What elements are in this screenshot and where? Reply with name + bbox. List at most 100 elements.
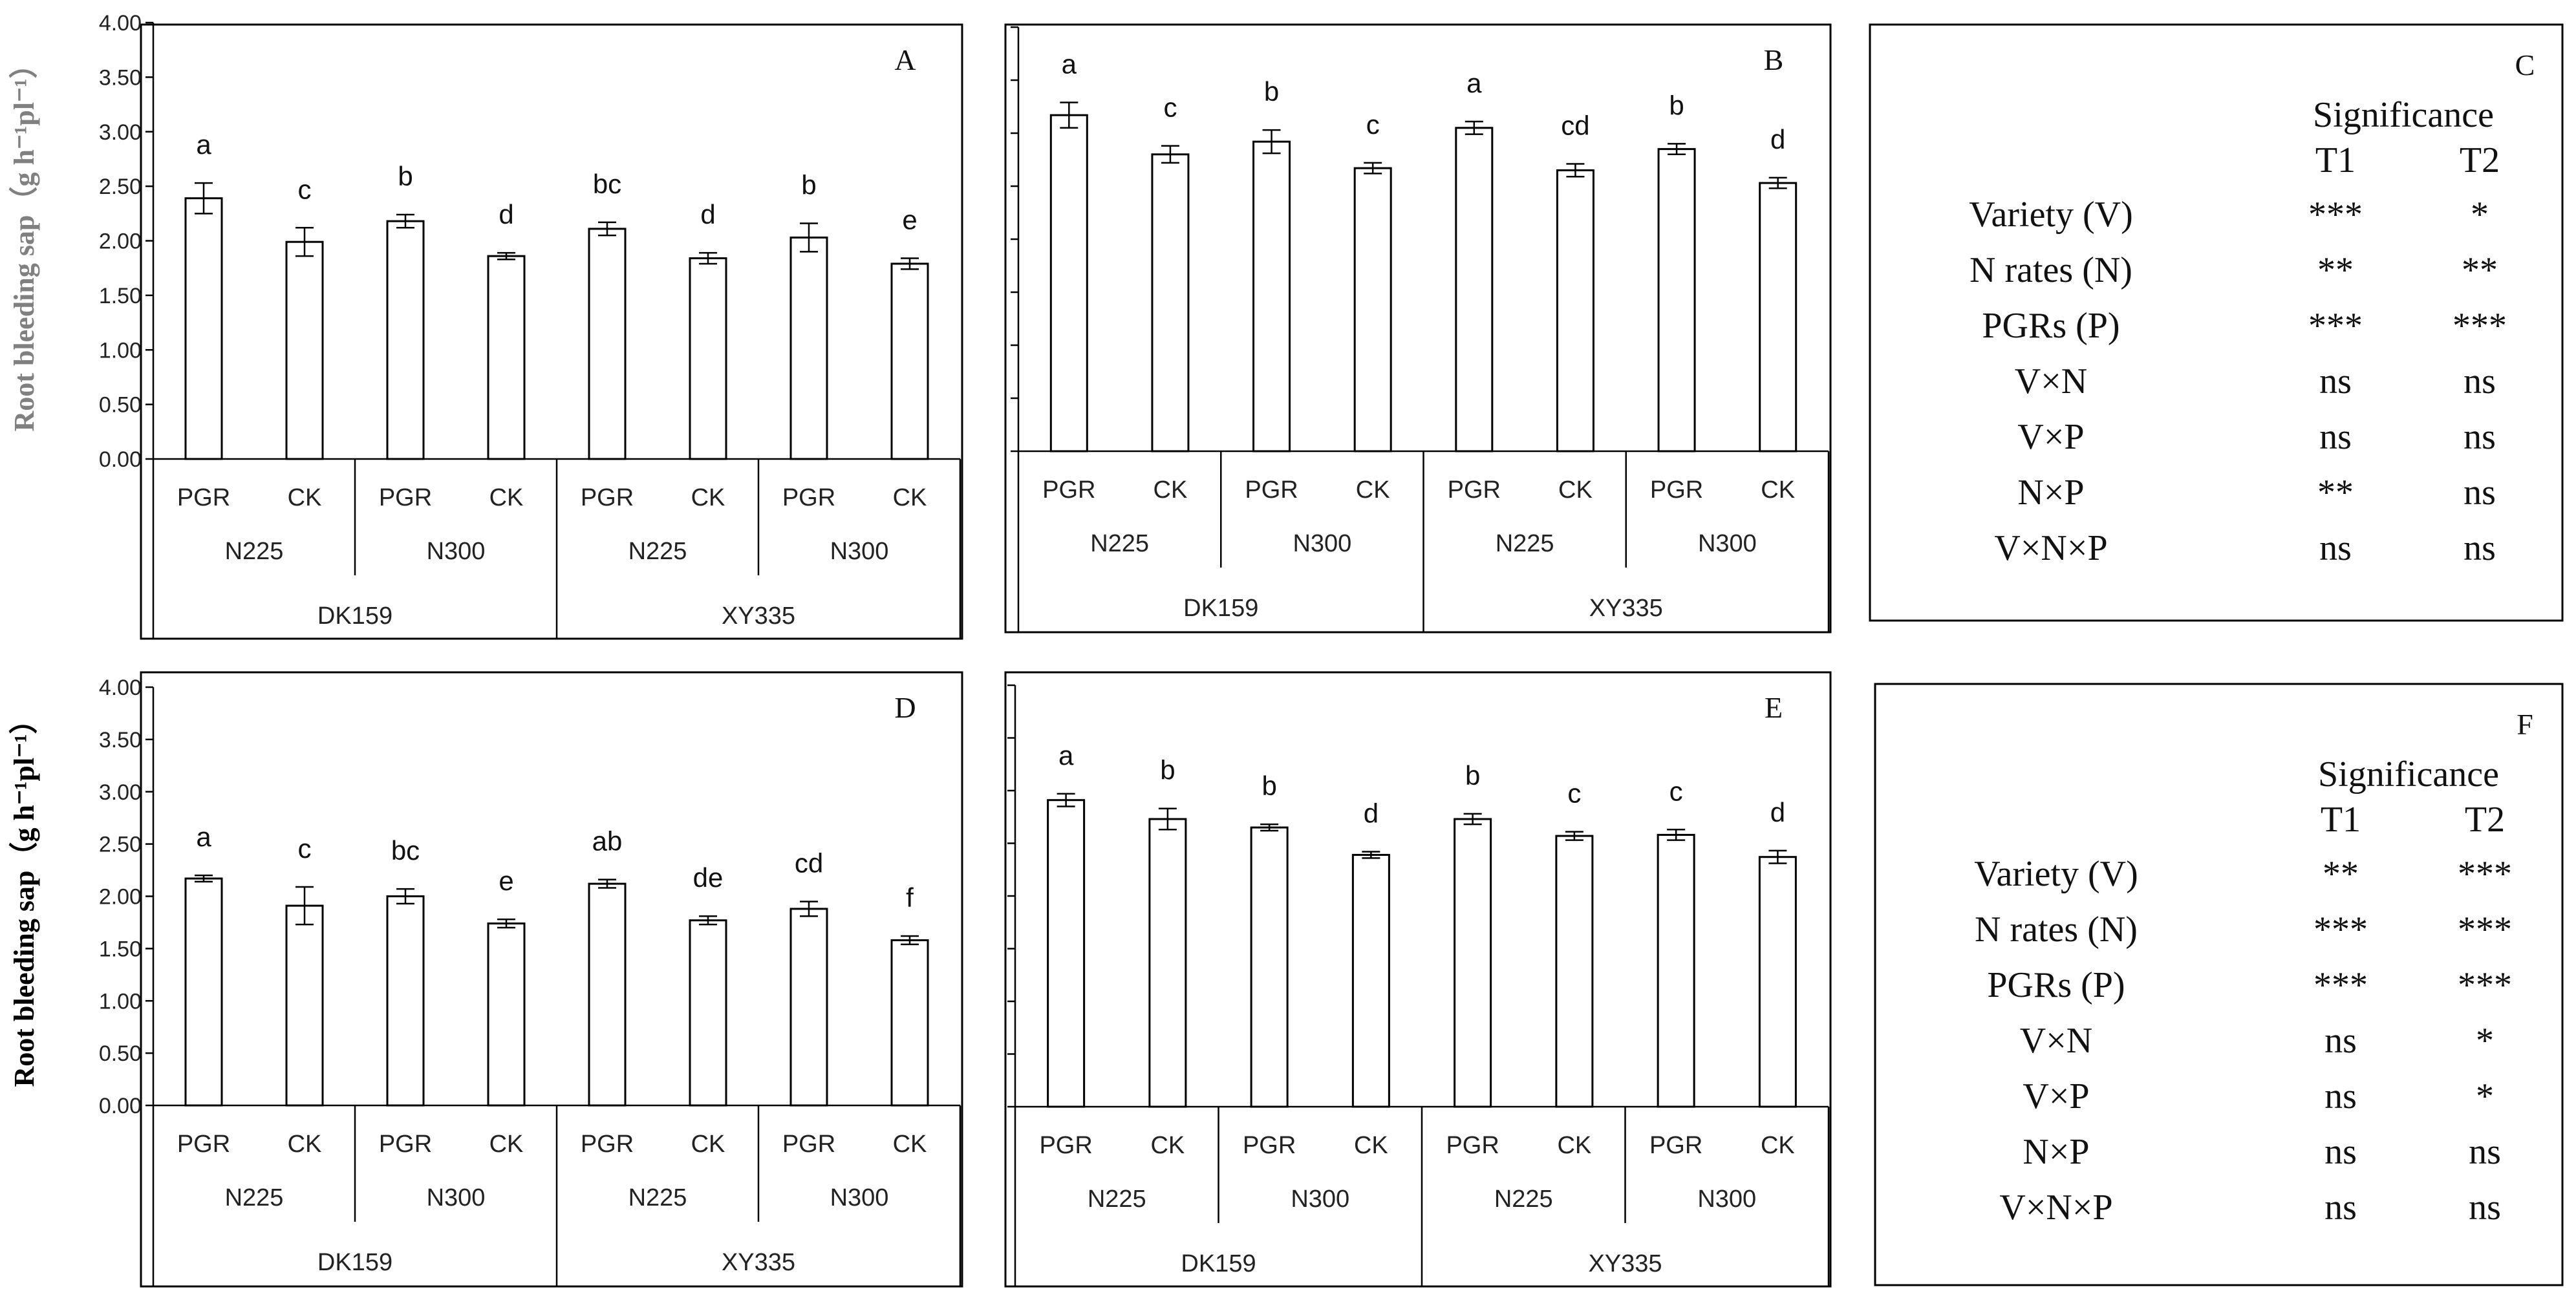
- significance-t1: ***: [2308, 306, 2363, 346]
- bar: [1148, 818, 1187, 1108]
- bar: [1454, 818, 1492, 1108]
- significance-t2: *: [2476, 1076, 2494, 1116]
- bar: [689, 257, 727, 460]
- significance-letter: d: [700, 199, 715, 229]
- variety-label: DK159: [1181, 1250, 1256, 1277]
- n-rate-label: N300: [427, 1184, 486, 1211]
- significance-t2: ns: [2463, 528, 2496, 568]
- significance-letter: b: [1261, 771, 1276, 801]
- bar: [890, 262, 929, 460]
- variety-label: XY335: [722, 602, 795, 630]
- chart-panel-a: 0.00 0.50 1.00 1.50 2.00 2.50 3.00 3.50 4.00 Root…: [8, 11, 963, 640]
- table-title: Significance: [2318, 754, 2499, 794]
- y-tick-label: 4.00: [99, 676, 142, 700]
- factor-label: Variety (V): [1974, 854, 2138, 894]
- category-label: PGR: [1042, 476, 1095, 504]
- bar: [588, 228, 627, 460]
- y-tick-label: 4.00: [99, 11, 142, 36]
- bar: [184, 877, 223, 1107]
- category-label: CK: [691, 484, 725, 511]
- bar: [1047, 799, 1086, 1108]
- bar: [487, 255, 526, 460]
- factor-label: V×P: [2023, 1076, 2089, 1116]
- n-rate-label: N225: [225, 1184, 284, 1211]
- category-label: CK: [893, 484, 927, 511]
- category-label: CK: [691, 1131, 725, 1158]
- significance-letter: a: [1466, 68, 1482, 98]
- significance-t1: ns: [2324, 1132, 2357, 1172]
- bar: [1555, 835, 1594, 1108]
- n-rate-label: N225: [628, 1184, 687, 1211]
- category-label: PGR: [177, 484, 230, 511]
- category-label: CK: [893, 1131, 927, 1158]
- bar: [1151, 153, 1190, 453]
- significance-letter: d: [1770, 797, 1785, 827]
- category-label: CK: [1761, 1132, 1795, 1159]
- category-label: PGR: [1649, 1132, 1702, 1159]
- column-header-t1: T1: [2321, 800, 2361, 840]
- y-tick-label: 0.50: [99, 393, 142, 418]
- factor-label: N rates (N): [1975, 910, 2138, 950]
- bar: [487, 922, 526, 1107]
- significance-letter: c: [1669, 776, 1683, 806]
- significance-letter: d: [499, 199, 513, 229]
- table-frame: [1874, 683, 2564, 1286]
- y-tick-label: 0.00: [99, 1094, 142, 1118]
- y-tick-label: 0.50: [99, 1041, 142, 1066]
- significance-letter: a: [196, 129, 211, 160]
- n-rate-label: N300: [1291, 1186, 1349, 1213]
- y-axis-title: Root bleeding sap（g h⁻¹pl⁻¹）: [8, 706, 40, 1087]
- significance-t1: ***: [2313, 965, 2368, 1005]
- significance-t1: ns: [2319, 528, 2352, 568]
- bar: [1455, 127, 1494, 453]
- column-header-t1: T1: [2315, 140, 2356, 180]
- significance-t1: ns: [2324, 1188, 2357, 1228]
- bar: [890, 939, 929, 1107]
- significance-letter: c: [298, 174, 312, 204]
- significance-t2: ns: [2469, 1188, 2501, 1228]
- category-label: PGR: [379, 484, 432, 511]
- y-tick-label: 3.00: [99, 120, 142, 145]
- category-label: PGR: [1243, 1132, 1296, 1159]
- variety-label: DK159: [317, 1249, 392, 1276]
- significance-letter: ab: [592, 826, 623, 857]
- significance-t2: ns: [2463, 417, 2496, 457]
- category-label: PGR: [1448, 476, 1501, 504]
- bar: [1657, 148, 1696, 453]
- y-tick-label: 1.00: [99, 989, 142, 1014]
- significance-t2: ***: [2458, 965, 2512, 1005]
- factor-label: N×P: [2023, 1132, 2089, 1172]
- category-label: CK: [1761, 476, 1795, 504]
- category-label: CK: [288, 1131, 322, 1158]
- significance-t2: *: [2476, 1021, 2494, 1061]
- bar: [1351, 853, 1390, 1108]
- category-label: CK: [489, 484, 524, 511]
- category-label: CK: [1558, 476, 1593, 504]
- category-label: CK: [288, 484, 322, 511]
- significance-t2: ***: [2453, 306, 2507, 346]
- category-label: PGR: [782, 484, 835, 511]
- bar: [285, 240, 324, 460]
- category-label: PGR: [1446, 1132, 1499, 1159]
- table-frame: [1869, 23, 2564, 622]
- significance-t2: **: [2462, 250, 2498, 290]
- n-rate-label: N225: [1090, 530, 1149, 557]
- factor-label: V×P: [2017, 417, 2084, 457]
- bar: [789, 908, 828, 1107]
- significance-letter: a: [1062, 48, 1077, 79]
- bar: [1353, 167, 1392, 453]
- factor-label: V×N: [2015, 361, 2087, 401]
- significance-t2: ***: [2458, 854, 2512, 894]
- category-label: PGR: [1650, 476, 1703, 504]
- bar: [1049, 114, 1088, 453]
- significance-t1: ns: [2324, 1076, 2357, 1116]
- significance-t1: ns: [2319, 361, 2352, 401]
- y-tick-label: 2.00: [99, 885, 142, 910]
- factor-label: Variety (V): [1969, 195, 2132, 235]
- significance-letter: a: [1058, 740, 1074, 771]
- significance-letter: d: [1770, 124, 1785, 155]
- n-rate-label: N300: [1697, 1186, 1756, 1213]
- significance-t2: ns: [2469, 1132, 2501, 1172]
- significance-t2: *: [2471, 195, 2489, 235]
